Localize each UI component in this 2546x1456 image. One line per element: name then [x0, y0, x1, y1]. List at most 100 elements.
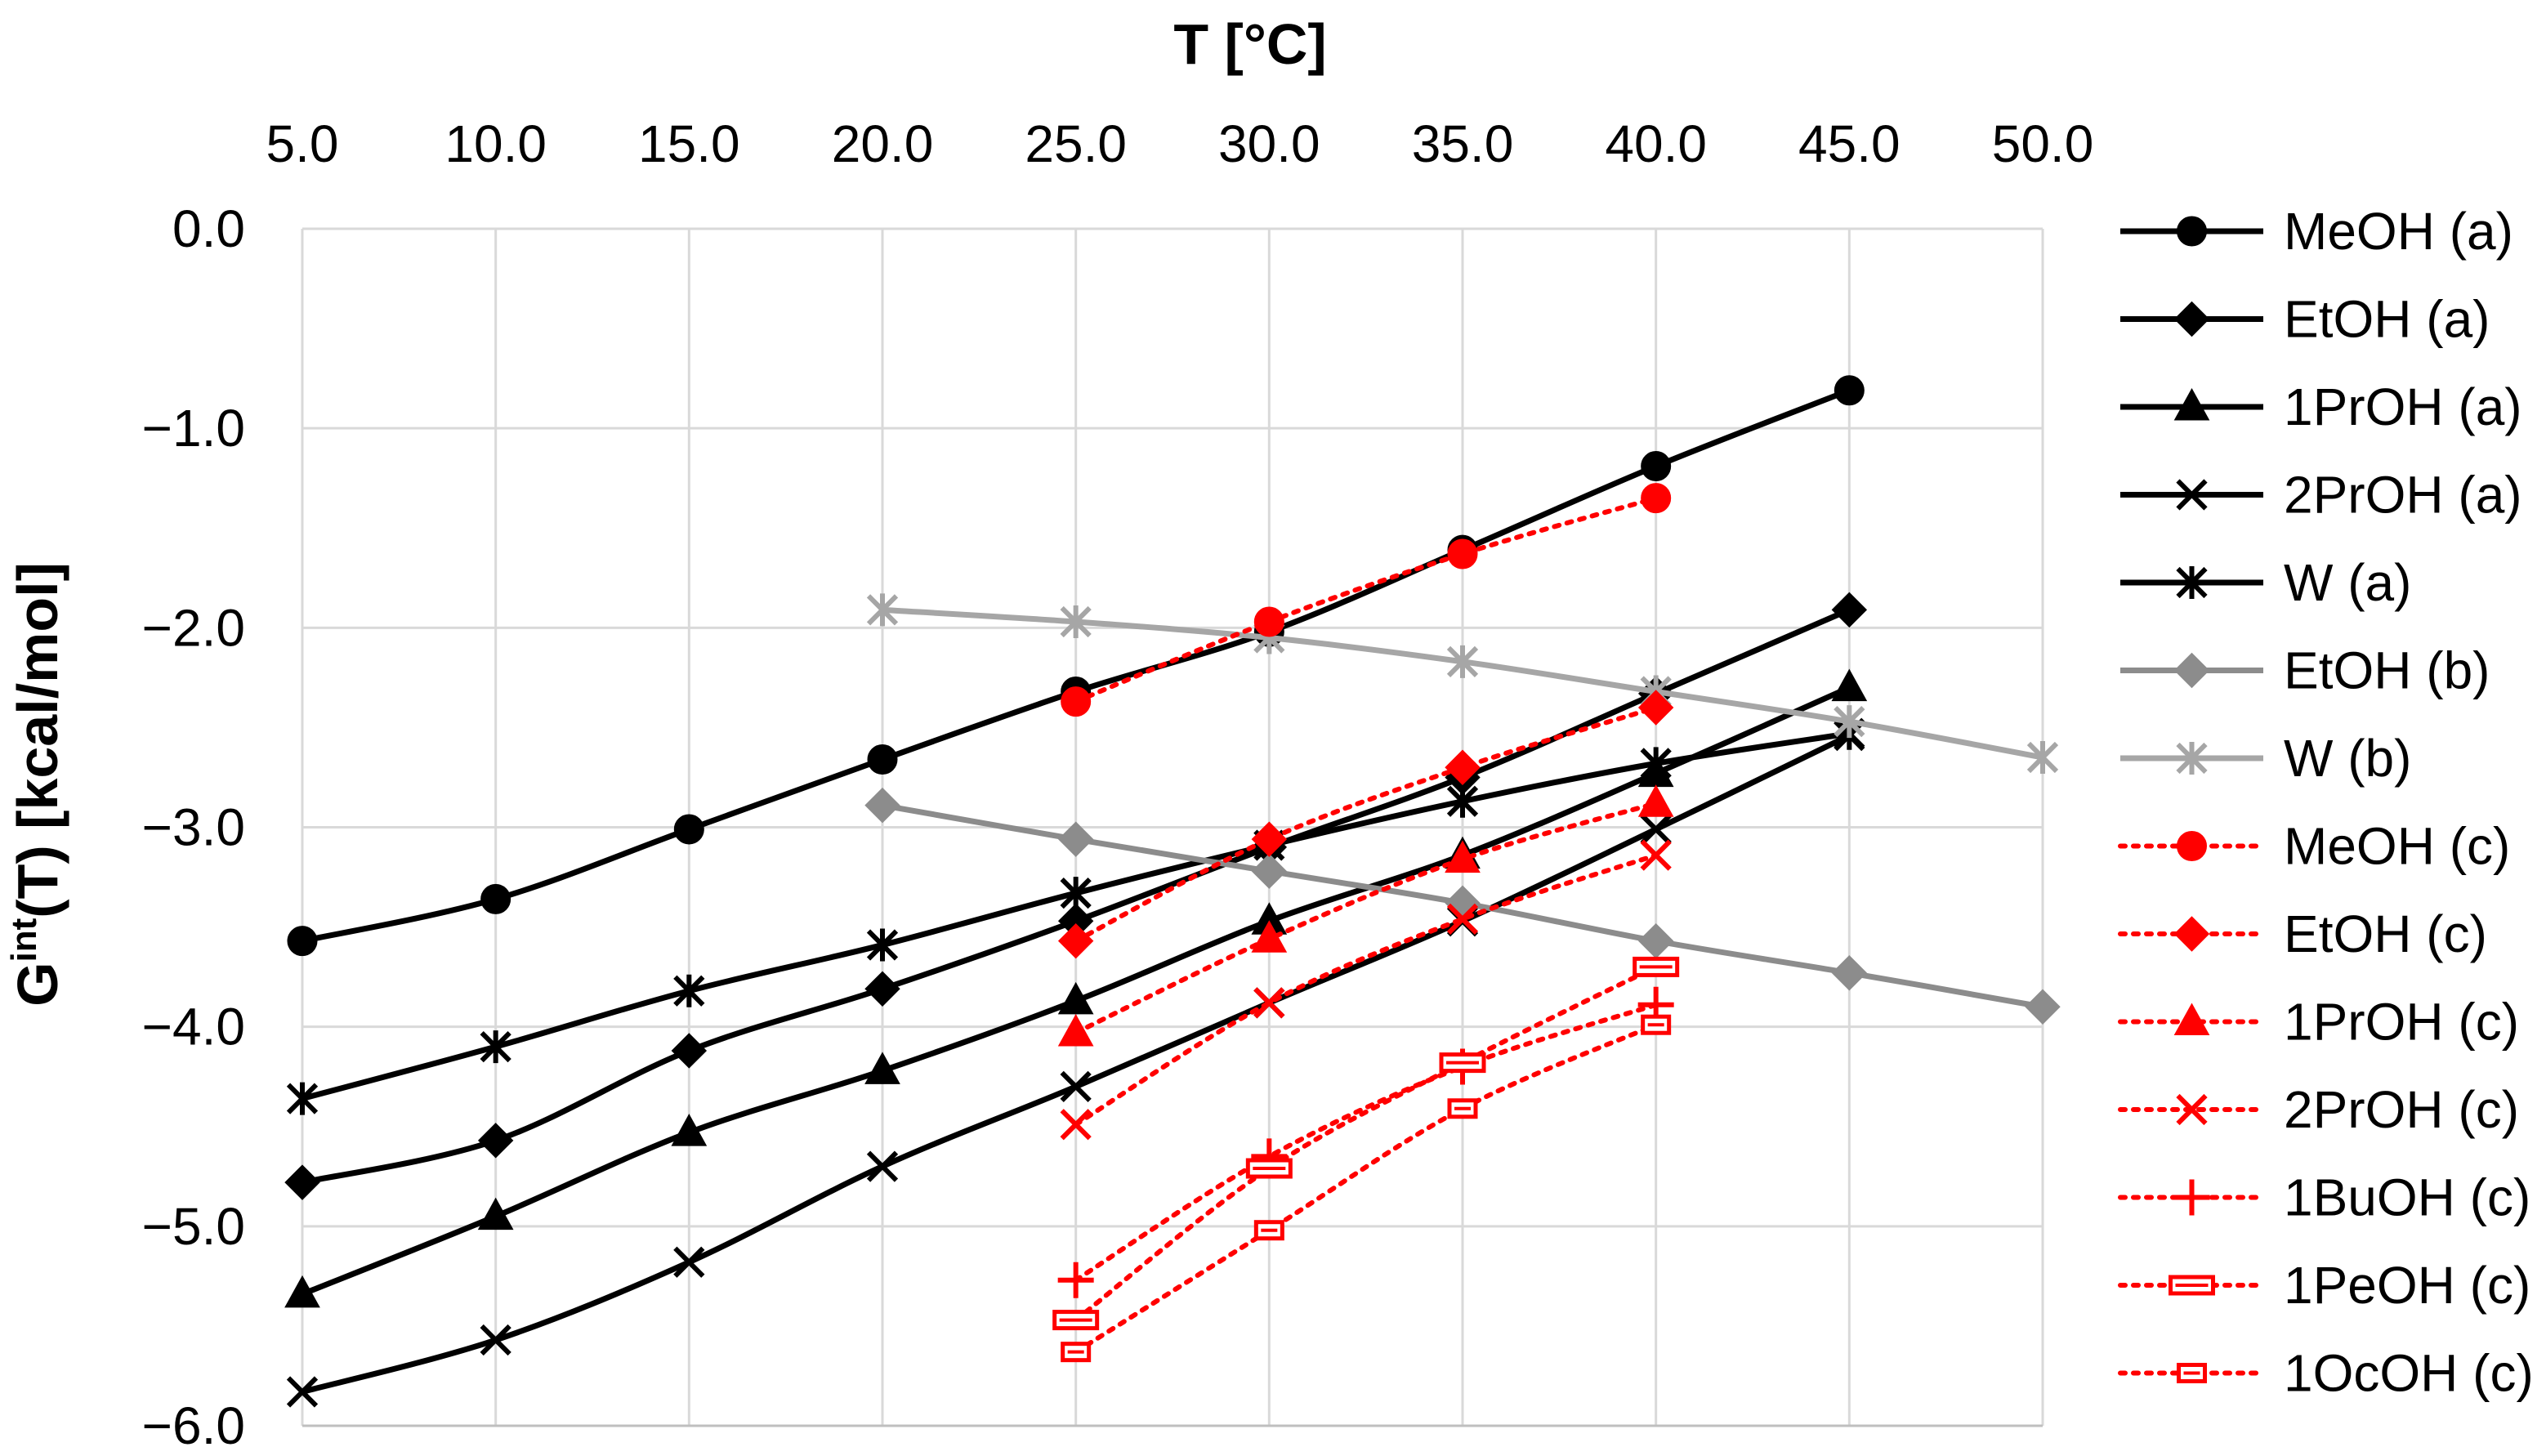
y-tick-label: 0.0 [172, 199, 245, 258]
series-w-a [286, 717, 1865, 1115]
series-line-1proh-c [1073, 801, 1659, 1035]
y-axis-title-main: G [6, 962, 69, 1006]
y-tick-label: −6.0 [142, 1396, 245, 1455]
series-line-1peoh-c [1073, 964, 1659, 1323]
marker-circle [2177, 831, 2207, 861]
marker-star [480, 1030, 511, 1064]
legend-item: MeOH (c) [2118, 817, 2510, 876]
legend-item: MeOH (a) [2120, 202, 2513, 261]
plot-series [284, 375, 2061, 1408]
x-tick-label: 30.0 [1218, 114, 1320, 173]
marker-star [1060, 605, 1092, 639]
y-axis-title-rest: (T) [kcal/mol] [6, 562, 69, 918]
marker-rect [2169, 1275, 2215, 1296]
legend-item: EtOH (b) [2120, 641, 2490, 700]
legend-label: W (b) [2284, 729, 2411, 788]
marker-star [673, 974, 705, 1007]
marker-plus [1057, 1262, 1094, 1298]
marker-diamond [1831, 592, 1868, 628]
marker-diamond [2025, 989, 2061, 1025]
marker-triangle [477, 1197, 514, 1230]
marker-star [286, 1082, 319, 1115]
series-etoh-c [1057, 690, 1674, 959]
legend-item: W (a) [2120, 553, 2411, 612]
marker-diamond [477, 1123, 514, 1159]
marker-star [866, 928, 899, 962]
y-tick-label: −2.0 [142, 598, 245, 657]
series-2proh-c [1060, 839, 1672, 1141]
marker-x [2176, 479, 2208, 511]
marker-triangle [284, 1275, 320, 1308]
marker-star [1834, 705, 1865, 739]
series-line-1ocoh-c [1073, 1022, 1659, 1355]
marker-diamond [671, 1033, 708, 1069]
legend-label: EtOH (a) [2284, 290, 2490, 349]
marker-diamond [1057, 821, 1094, 857]
legend-item: 1PeOH (c) [2118, 1256, 2530, 1315]
marker-diamond [1637, 922, 1674, 959]
marker-rect-small [2177, 1363, 2207, 1383]
marker-x [1640, 839, 1672, 871]
series-line-1buoh-c [1073, 1002, 1659, 1283]
marker-circle [1447, 538, 1478, 569]
series-1ocoh-c [1061, 1014, 1672, 1363]
x-tick-label: 50.0 [1992, 114, 2094, 173]
marker-star [1060, 877, 1092, 910]
marker-triangle [1057, 981, 1094, 1015]
legend-label: 1PeOH (c) [2284, 1256, 2530, 1315]
series-1proh-c [1057, 784, 1674, 1047]
marker-plus [2173, 1179, 2210, 1216]
legend-item: W (b) [2120, 729, 2411, 788]
legend-item: EtOH (c) [2118, 904, 2487, 963]
marker-x [1060, 1070, 1092, 1103]
marker-star [2176, 566, 2208, 599]
legend-item: 1PrOH (c) [2118, 993, 2519, 1052]
marker-x [673, 1246, 705, 1278]
marker-star [1446, 645, 1479, 678]
marker-circle [1641, 483, 1672, 514]
marker-triangle [1445, 840, 1481, 873]
marker-circle [867, 744, 898, 775]
legend-item: 1BuOH (c) [2118, 1168, 2530, 1227]
legend-label: 1PrOH (c) [2284, 993, 2519, 1052]
marker-x [1060, 1109, 1092, 1141]
legend-item: 1PrOH (a) [2120, 377, 2522, 436]
marker-x [286, 1376, 319, 1408]
legend-label: 1BuOH (c) [2284, 1168, 2530, 1227]
x-tick-label: 40.0 [1605, 114, 1707, 173]
marker-diamond [1251, 853, 1288, 889]
marker-circle [1253, 606, 1284, 637]
marker-circle [480, 883, 511, 914]
marker-diamond [1831, 955, 1868, 991]
marker-triangle [1637, 784, 1674, 817]
x-tick-label: 10.0 [444, 114, 547, 173]
y-tick-label: −3.0 [142, 798, 245, 857]
legend-item: 2PrOH (c) [2118, 1080, 2519, 1139]
marker-triangle [2173, 387, 2210, 421]
x-tick-label: 15.0 [638, 114, 740, 173]
marker-x [866, 1150, 899, 1182]
legend-item: EtOH (a) [2120, 290, 2490, 349]
marker-rect [1633, 956, 1680, 977]
x-tick-label: 5.0 [266, 114, 339, 173]
marker-circle [1641, 451, 1672, 482]
y-tick-label: −1.0 [142, 399, 245, 458]
marker-star [2026, 741, 2059, 775]
marker-circle [2177, 216, 2207, 247]
legend-label: 2PrOH (c) [2284, 1080, 2519, 1139]
marker-diamond [864, 787, 900, 824]
series-line-etoh-c [1073, 705, 1659, 944]
legend-label: EtOH (c) [2284, 904, 2487, 963]
marker-triangle [864, 1052, 900, 1084]
marker-rect [1245, 1158, 1293, 1179]
marker-rect-small [1061, 1342, 1092, 1363]
marker-circle [673, 814, 704, 845]
y-tick-labels: 0.0 −1.0 −2.0 −3.0 −4.0 −5.0 −6.0 [142, 199, 245, 1455]
grid [301, 227, 2044, 1427]
y-axis-title: Gint(T) [kcal/mol] [4, 562, 69, 1007]
marker-diamond [1445, 749, 1481, 785]
marker-triangle [1057, 1013, 1094, 1047]
marker-diamond [1637, 690, 1674, 726]
marker-diamond [864, 971, 900, 1007]
